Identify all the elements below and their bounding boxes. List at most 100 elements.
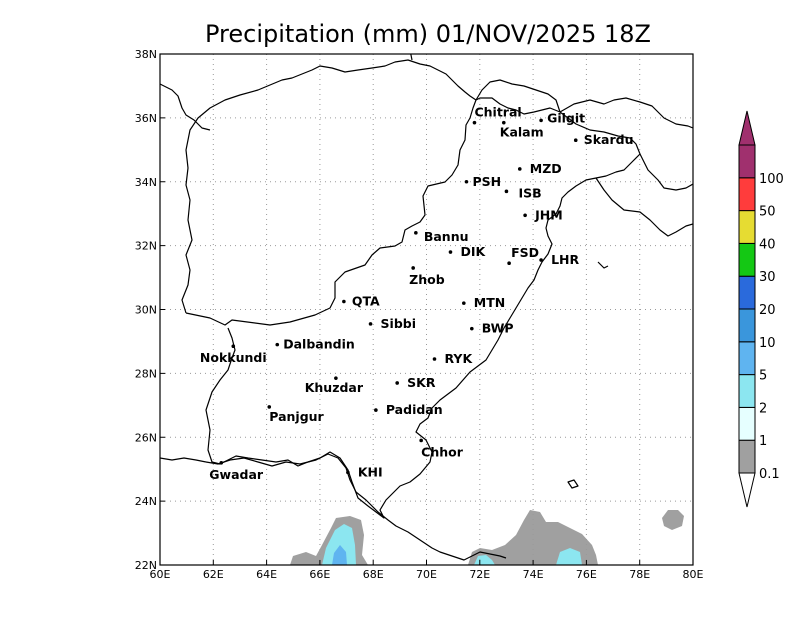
city-dalbandin: Dalbandin [275, 337, 355, 352]
city-label: Skardu [584, 132, 634, 147]
city-dot [414, 231, 418, 235]
y-tick-label: 30N [135, 304, 157, 317]
city-ryk: RYK [432, 351, 473, 366]
city-dot [419, 438, 423, 443]
x-tick-label: 64E [256, 568, 277, 581]
x-tick-label: 60E [150, 568, 171, 581]
iran-coast [160, 457, 207, 463]
city-dot [470, 326, 474, 331]
city-dot [472, 120, 477, 125]
y-tick-label: 32N [135, 240, 157, 253]
city-chhor: Chhor [419, 438, 464, 459]
city-label: BWP [482, 321, 514, 336]
city-mtn: MTN [462, 295, 505, 310]
india-north-border [595, 177, 693, 237]
city-label: Sibbi [381, 316, 416, 331]
city-dot [507, 261, 511, 265]
colorbar-label: 2 [759, 401, 767, 416]
colorbar-label: 40 [759, 237, 776, 252]
city-label: LHR [551, 252, 579, 267]
city-dot [573, 138, 578, 143]
country-borders [160, 54, 693, 561]
city-dot [346, 470, 350, 475]
precipitation-field [290, 510, 684, 565]
city-sibbi: Sibbi [368, 316, 416, 331]
x-tick-label: 70E [416, 568, 437, 581]
city-label: Khuzdar [305, 380, 364, 395]
colorbar-label: 0.1 [759, 467, 780, 482]
city-label: KHI [358, 464, 383, 479]
y-tick-label: 36N [135, 112, 157, 125]
city-padidan: Padidan [374, 402, 443, 417]
city-mzd: MZD [517, 161, 562, 176]
precip-patch-gray-far-east [662, 510, 684, 530]
kashmir-border [639, 153, 693, 191]
city-label: Padidan [386, 402, 443, 417]
city-chitral: Chitral [472, 105, 522, 125]
city-dik: DIK [448, 244, 487, 259]
colorbar-segment [738, 341, 756, 376]
city-dot [342, 299, 346, 304]
city-label: Bannu [424, 229, 469, 244]
city-dot [368, 322, 373, 326]
city-dot [432, 357, 437, 361]
x-tick-label: 74E [523, 568, 544, 581]
city-qta: QTA [342, 294, 380, 309]
city-label: QTA [352, 294, 380, 309]
turkmen-border [160, 83, 211, 131]
city-label: Kalam [500, 125, 544, 140]
city-bannu: Bannu [414, 229, 469, 244]
pakistan-border [185, 97, 641, 519]
city-dot [275, 342, 280, 347]
axis-ticks: 60E 62E 64E 66E 68E 70E 72E 74E 76E 78E 80E 22N 24N 2… [135, 48, 704, 581]
city-label: Zhob [409, 272, 445, 287]
y-tick-label: 24N [135, 495, 157, 508]
colorbar-label: 50 [759, 205, 776, 220]
city-khi: KHI [346, 464, 383, 479]
colorbar-label: 10 [759, 336, 776, 351]
x-tick-label: 68E [363, 568, 384, 581]
city-gwadar: Gwadar [209, 461, 264, 482]
city-dot [411, 266, 415, 270]
city-label: Gwadar [209, 467, 264, 482]
colorbar-label: 100 [759, 172, 784, 187]
city-lhr: LHR [539, 252, 580, 267]
city-nokkundi: Nokkundi [200, 344, 267, 365]
city-dot [539, 118, 543, 123]
x-tick-label: 62E [203, 568, 224, 581]
lat-lon-grid [160, 54, 693, 565]
city-label: ISB [518, 185, 541, 200]
colorbar-segment [738, 439, 756, 474]
precip-patch-blue-west [332, 545, 347, 565]
city-fsd: FSD [507, 245, 539, 265]
colorbar-segment [738, 177, 756, 212]
city-label: FSD [511, 245, 539, 260]
precip-patch-cyan-east-2 [556, 548, 582, 565]
colorbar-segment [738, 275, 756, 310]
city-panjgur: Panjgur [267, 405, 325, 424]
city-bwp: BWP [470, 321, 514, 336]
city-label: MZD [530, 161, 562, 176]
x-tick-label: 72E [469, 568, 490, 581]
city-dot [523, 213, 527, 218]
coastline [205, 453, 473, 561]
colorbar-segment [738, 374, 756, 408]
colorbar-label: 20 [759, 303, 776, 318]
inner-afghan [410, 54, 413, 61]
x-tick-label: 78E [629, 568, 650, 581]
city-dot [448, 250, 453, 254]
india-east-loop [597, 261, 609, 269]
map-title: Precipitation (mm) 01/NOV/2025 18Z [205, 20, 651, 48]
precip-patch-cyan-east [474, 555, 495, 565]
colorbar-segment [738, 210, 756, 244]
city-label: PSH [472, 174, 501, 189]
city-label: Panjgur [269, 409, 324, 424]
y-tick-label: 28N [135, 367, 157, 380]
city-khuzdar: Khuzdar [305, 376, 364, 395]
precip-patch-cyan-west [322, 524, 356, 565]
y-tick-label: 22N [135, 559, 157, 572]
city-dot [219, 461, 224, 465]
y-tick-label: 26N [135, 431, 157, 444]
city-label: Dalbandin [283, 337, 355, 352]
